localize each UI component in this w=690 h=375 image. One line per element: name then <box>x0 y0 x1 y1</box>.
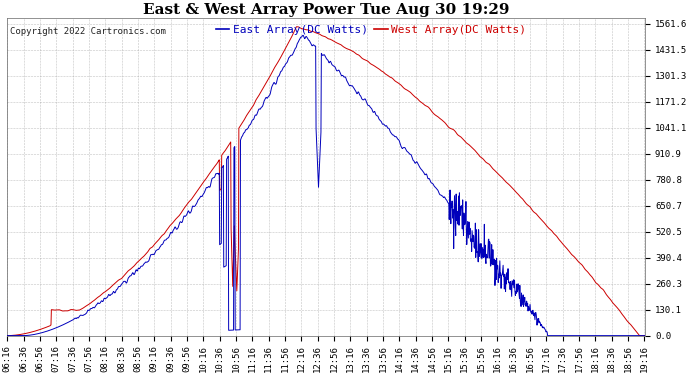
Legend: East Array(DC Watts), West Array(DC Watts): East Array(DC Watts), West Array(DC Watt… <box>211 20 531 39</box>
Title: East & West Array Power Tue Aug 30 19:29: East & West Array Power Tue Aug 30 19:29 <box>143 3 509 17</box>
Text: Copyright 2022 Cartronics.com: Copyright 2022 Cartronics.com <box>10 27 166 36</box>
